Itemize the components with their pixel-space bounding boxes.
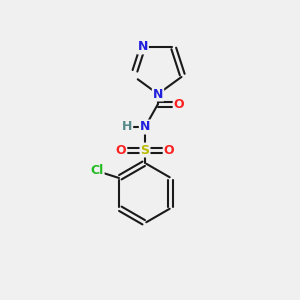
Text: S: S xyxy=(140,143,149,157)
Text: O: O xyxy=(164,143,174,157)
Text: O: O xyxy=(174,98,184,110)
Text: Cl: Cl xyxy=(90,164,104,178)
Text: N: N xyxy=(140,121,150,134)
Text: O: O xyxy=(116,143,126,157)
Text: N: N xyxy=(153,88,163,100)
Text: N: N xyxy=(137,40,148,53)
Text: H: H xyxy=(122,121,132,134)
